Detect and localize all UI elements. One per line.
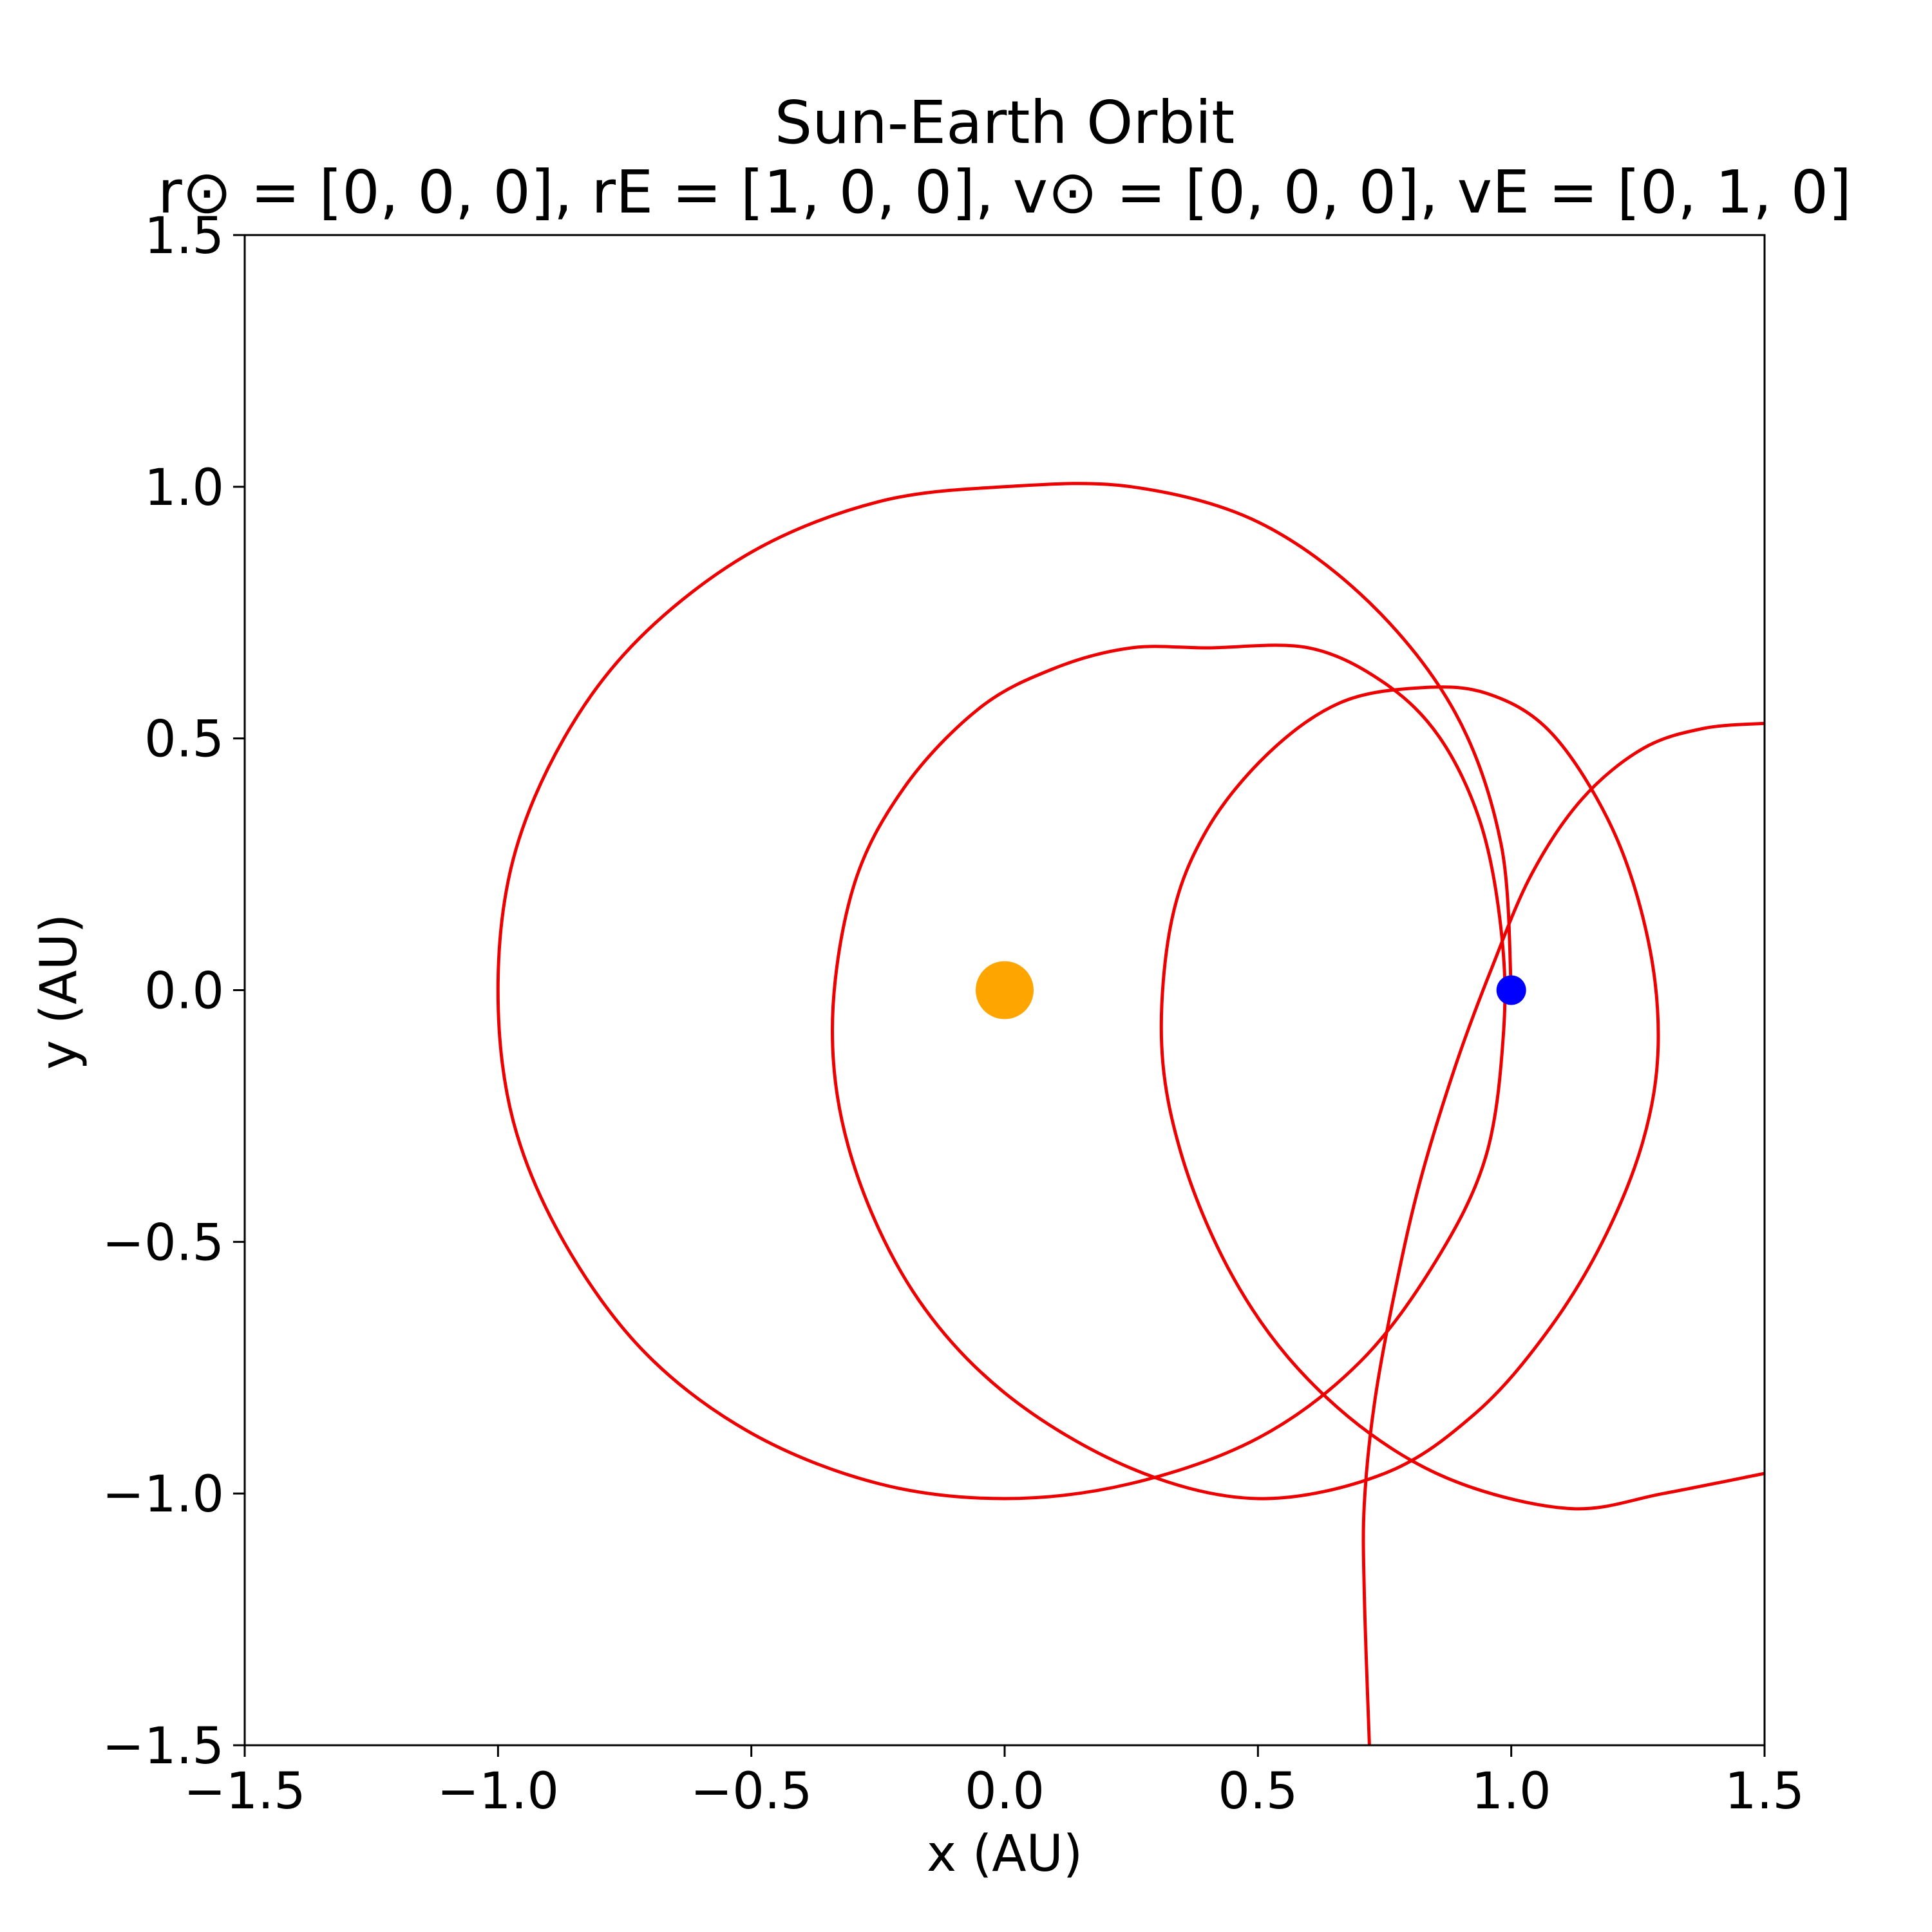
chart-title: Sun-Earth Orbit [775, 88, 1235, 157]
plot-area: −1.5 −1.0 −0.5 0.0 0.5 1.0 1.5 −1.5 −1.0 −0.5 0.0 0… [102, 207, 1804, 1821]
y-tick-label: 0.5 [144, 711, 224, 769]
x-axis-label: x (AU) [927, 1825, 1083, 1883]
x-tick-label: 0.0 [965, 1763, 1045, 1821]
y-tick-label: −1.0 [102, 1466, 224, 1524]
chart-subtitle: r⊙ = [0, 0, 0], rE = [1, 0, 0], v⊙ = [0,… [158, 158, 1852, 227]
y-tick-label: −0.5 [102, 1214, 224, 1272]
y-tick-label: 0.0 [144, 963, 224, 1021]
sun-marker [976, 961, 1034, 1019]
series-group [496, 482, 1765, 1745]
x-tick-label: −0.5 [690, 1763, 812, 1821]
x-tick-label: −1.0 [437, 1763, 559, 1821]
x-tick-label: 1.5 [1725, 1763, 1804, 1821]
earth-marker [1496, 975, 1526, 1005]
y-axis-label: y (AU) [30, 914, 88, 1070]
orbit-line-1 [496, 482, 1765, 1511]
x-tick-label: 1.0 [1472, 1763, 1551, 1821]
y-tick-label: 1.5 [144, 207, 224, 265]
x-tick-label: 0.5 [1218, 1763, 1298, 1821]
y-tick-label: −1.5 [102, 1718, 224, 1776]
orbit-line-2 [1361, 721, 1765, 1745]
y-tick-label: 1.0 [144, 459, 224, 517]
x-tick-label: −1.5 [184, 1763, 305, 1821]
